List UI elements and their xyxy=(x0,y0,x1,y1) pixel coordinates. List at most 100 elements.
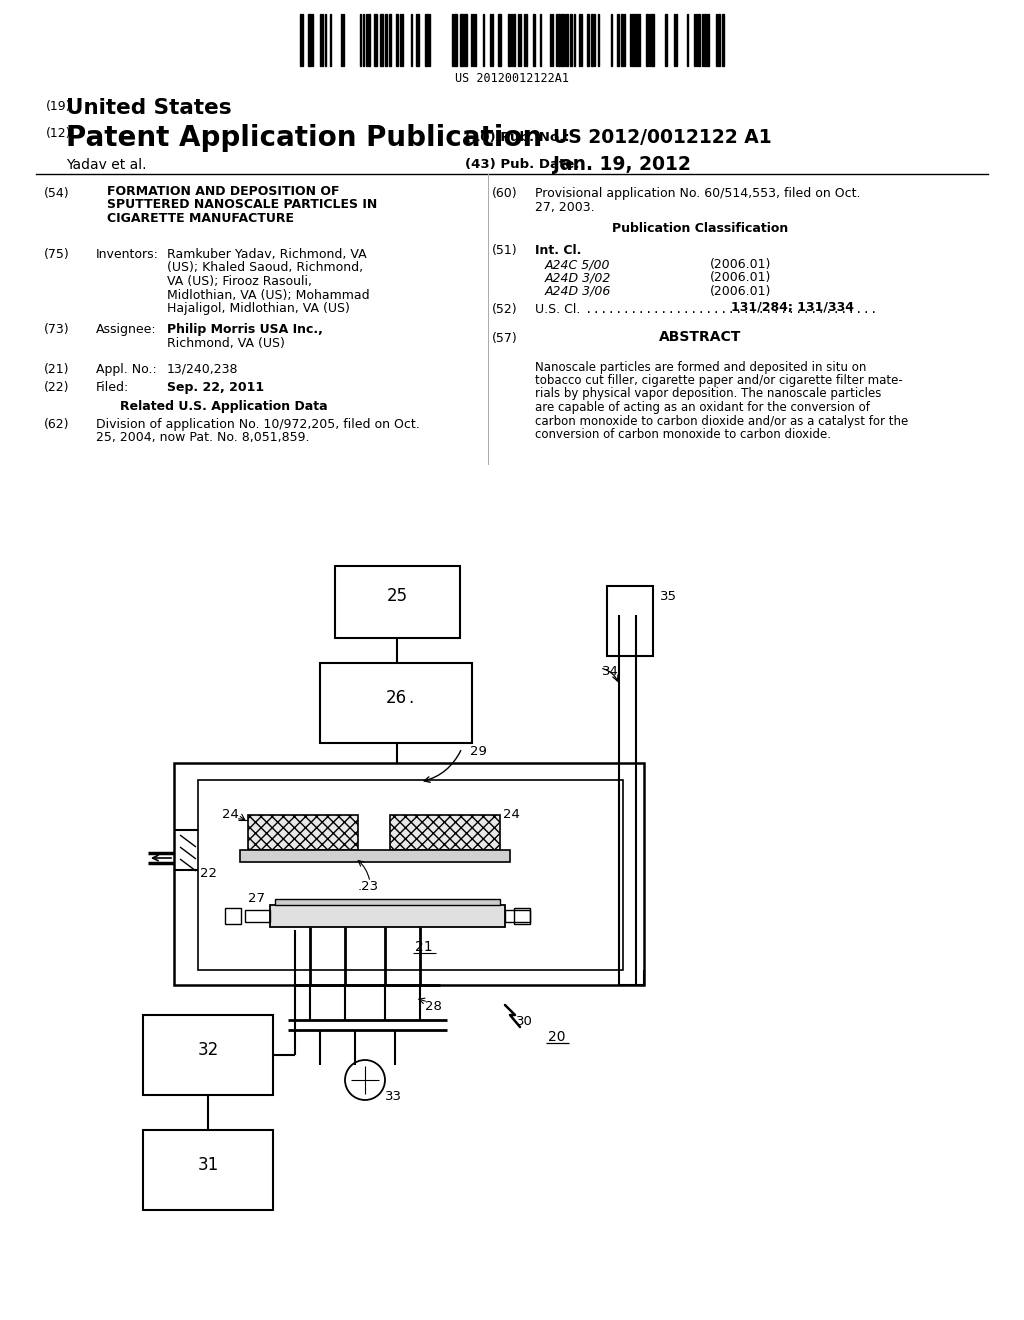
Bar xyxy=(464,15,467,66)
Text: (21): (21) xyxy=(44,363,70,376)
Text: 24: 24 xyxy=(503,808,520,821)
Text: (51): (51) xyxy=(492,244,517,257)
Text: (2006.01): (2006.01) xyxy=(710,272,771,285)
Text: FORMATION AND DEPOSITION OF: FORMATION AND DEPOSITION OF xyxy=(106,185,340,198)
Text: 25: 25 xyxy=(386,587,408,605)
Bar xyxy=(621,15,623,66)
Text: 25, 2004, now Pat. No. 8,051,859.: 25, 2004, now Pat. No. 8,051,859. xyxy=(96,432,309,445)
Text: Midlothian, VA (US); Mohammad: Midlothian, VA (US); Mohammad xyxy=(167,289,370,301)
Bar xyxy=(385,15,387,66)
Text: Ramkuber Yadav, Richmond, VA: Ramkuber Yadav, Richmond, VA xyxy=(167,248,367,261)
Text: 31: 31 xyxy=(198,1156,219,1173)
Bar xyxy=(225,908,241,924)
Text: (57): (57) xyxy=(492,333,518,345)
Text: ABSTRACT: ABSTRACT xyxy=(658,330,741,345)
Bar xyxy=(617,15,618,66)
Text: Nanoscale particles are formed and deposited in situ on: Nanoscale particles are formed and depos… xyxy=(535,360,866,374)
Text: Inventors:: Inventors: xyxy=(96,248,159,261)
Text: Patent Application Publication: Patent Application Publication xyxy=(66,124,543,152)
Bar xyxy=(638,15,640,66)
Text: 27: 27 xyxy=(248,892,265,906)
Text: 30: 30 xyxy=(516,1015,532,1028)
Bar xyxy=(389,15,391,66)
Bar xyxy=(607,586,653,656)
Bar xyxy=(143,1015,273,1096)
Bar xyxy=(319,663,472,743)
Text: A24D 3/02: A24D 3/02 xyxy=(545,272,611,285)
Text: .......................................: ....................................... xyxy=(585,304,878,315)
Bar xyxy=(570,15,572,66)
Bar xyxy=(722,15,724,66)
Bar xyxy=(646,15,648,66)
Text: 35: 35 xyxy=(660,590,677,603)
Text: tobacco cut filler, cigarette paper and/or cigarette filter mate-: tobacco cut filler, cigarette paper and/… xyxy=(535,374,903,387)
Text: 29: 29 xyxy=(470,744,486,758)
Bar xyxy=(143,1130,273,1210)
Bar xyxy=(416,15,419,66)
Text: rials by physical vapor deposition. The nanoscale particles: rials by physical vapor deposition. The … xyxy=(535,388,882,400)
Text: .: . xyxy=(408,689,414,708)
Bar xyxy=(454,15,457,66)
Bar xyxy=(635,15,637,66)
Text: US 2012/0012122 A1: US 2012/0012122 A1 xyxy=(553,128,772,147)
Bar xyxy=(174,763,644,985)
Text: (US); Khaled Saoud, Richmond,: (US); Khaled Saoud, Richmond, xyxy=(167,261,364,275)
Bar xyxy=(390,814,500,850)
Bar xyxy=(396,15,398,66)
Text: 13/240,238: 13/240,238 xyxy=(167,363,239,376)
Bar xyxy=(566,15,568,66)
Bar xyxy=(308,15,311,66)
Text: Assignee:: Assignee: xyxy=(96,323,157,337)
Bar xyxy=(498,15,501,66)
Text: Division of application No. 10/972,205, filed on Oct.: Division of application No. 10/972,205, … xyxy=(96,418,420,432)
Text: Jan. 19, 2012: Jan. 19, 2012 xyxy=(553,154,691,174)
Bar xyxy=(460,15,463,66)
Text: 21: 21 xyxy=(415,940,432,954)
Text: (62): (62) xyxy=(44,418,70,432)
Bar xyxy=(665,15,667,66)
Text: Provisional application No. 60/514,553, filed on Oct.: Provisional application No. 60/514,553, … xyxy=(535,187,860,201)
Text: Richmond, VA (US): Richmond, VA (US) xyxy=(167,337,285,350)
Text: 33: 33 xyxy=(385,1090,402,1104)
Text: Hajaligol, Midlothian, VA (US): Hajaligol, Midlothian, VA (US) xyxy=(167,302,350,315)
Bar xyxy=(707,15,709,66)
Text: (60): (60) xyxy=(492,187,517,201)
Bar xyxy=(425,15,428,66)
Bar xyxy=(698,15,700,66)
Bar xyxy=(632,15,634,66)
Bar xyxy=(245,909,270,921)
Text: .23: .23 xyxy=(358,880,379,894)
Text: carbon monoxide to carbon dioxide and/or as a catalyst for the: carbon monoxide to carbon dioxide and/or… xyxy=(535,414,908,428)
Text: US 20120012122A1: US 20120012122A1 xyxy=(455,73,569,84)
Text: (43) Pub. Date:: (43) Pub. Date: xyxy=(465,158,580,172)
Bar xyxy=(508,15,510,66)
Text: conversion of carbon monoxide to carbon dioxide.: conversion of carbon monoxide to carbon … xyxy=(535,428,831,441)
Bar xyxy=(198,780,623,970)
Text: United States: United States xyxy=(66,98,231,117)
Bar xyxy=(248,814,358,850)
Bar xyxy=(561,15,563,66)
Text: 27, 2003.: 27, 2003. xyxy=(535,201,595,214)
Bar xyxy=(505,909,530,921)
Text: VA (US); Firooz Rasouli,: VA (US); Firooz Rasouli, xyxy=(167,275,312,288)
Text: Yadav et al.: Yadav et al. xyxy=(66,158,146,172)
Bar xyxy=(705,15,706,66)
Text: U.S. Cl.: U.S. Cl. xyxy=(535,304,581,315)
Text: 26: 26 xyxy=(385,689,407,708)
Bar xyxy=(275,899,500,906)
Bar xyxy=(368,15,370,66)
Text: 32: 32 xyxy=(198,1041,219,1059)
Text: 24: 24 xyxy=(222,808,239,821)
Text: Int. Cl.: Int. Cl. xyxy=(535,244,582,257)
Text: (22): (22) xyxy=(44,381,70,393)
Text: Publication Classification: Publication Classification xyxy=(612,222,788,235)
Text: 28: 28 xyxy=(425,1001,442,1012)
Text: Related U.S. Application Data: Related U.S. Application Data xyxy=(120,400,328,413)
Bar xyxy=(380,15,383,66)
Bar xyxy=(335,566,460,638)
Text: (2006.01): (2006.01) xyxy=(710,257,771,271)
Text: A24D 3/06: A24D 3/06 xyxy=(545,285,611,298)
Text: (19): (19) xyxy=(46,100,72,114)
Text: (52): (52) xyxy=(492,304,517,315)
Bar xyxy=(718,15,720,66)
